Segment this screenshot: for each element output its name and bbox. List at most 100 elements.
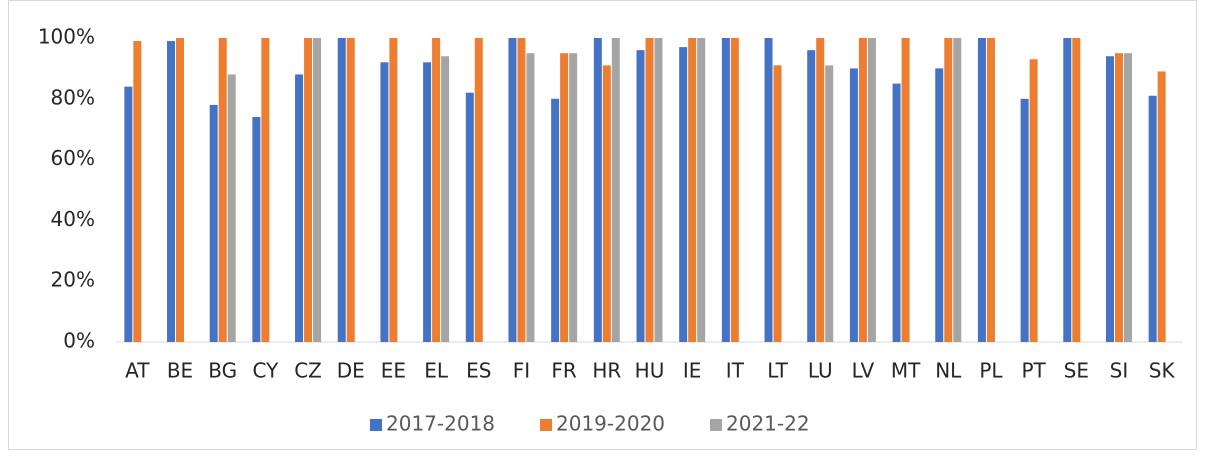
legend-swatch <box>710 419 722 431</box>
x-tick-label: DE <box>337 359 365 383</box>
bar <box>1029 59 1038 342</box>
bar <box>816 38 825 342</box>
bar <box>560 53 569 342</box>
x-tick-label: FI <box>513 359 530 383</box>
legend-label: 2019-2020 <box>556 412 665 436</box>
y-tick-label: 80% <box>51 85 95 109</box>
bar <box>526 53 535 342</box>
bar <box>1072 38 1081 342</box>
bar <box>697 38 706 342</box>
bar <box>849 68 858 343</box>
x-tick-label: LT <box>767 359 788 383</box>
x-tick-label: SI <box>1110 359 1129 383</box>
bar <box>261 38 270 342</box>
bar <box>602 65 611 343</box>
bar <box>124 86 133 342</box>
bar <box>1105 56 1114 343</box>
bar <box>935 68 944 343</box>
bar <box>218 38 227 342</box>
bar <box>654 38 663 342</box>
legend-label: 2017-2018 <box>386 412 495 436</box>
x-tick-label: IE <box>683 359 702 383</box>
x-tick-label: MT <box>891 359 921 383</box>
x-tick-label: PT <box>1021 359 1046 383</box>
bar <box>636 50 645 342</box>
bar <box>688 38 697 342</box>
bar <box>423 62 432 342</box>
bar <box>337 38 346 342</box>
bar <box>227 74 236 342</box>
x-tick-label: BG <box>208 359 237 383</box>
y-tick-label: 20% <box>51 268 95 292</box>
x-tick-label: BE <box>167 359 193 383</box>
x-tick-label: FR <box>551 359 577 383</box>
x-tick-label: CY <box>252 359 279 383</box>
bar <box>944 38 953 342</box>
x-tick-label: PL <box>979 359 1003 383</box>
bar <box>517 38 526 342</box>
bar <box>764 38 773 342</box>
x-tick-label: SK <box>1149 359 1176 383</box>
y-tick-label: 40% <box>51 207 95 231</box>
bar <box>209 104 218 342</box>
bar <box>508 38 517 342</box>
bar <box>645 38 654 342</box>
bar <box>867 38 876 342</box>
x-tick-label: CZ <box>294 359 322 383</box>
bar <box>474 38 483 342</box>
x-tick-label: LV <box>852 359 875 383</box>
bar <box>441 56 450 343</box>
bar <box>679 47 688 343</box>
bar <box>721 38 730 342</box>
bar <box>295 74 304 342</box>
x-tick-label: HR <box>592 359 621 383</box>
x-tick-label: HU <box>635 359 665 383</box>
x-tick-label: NL <box>935 359 962 383</box>
bar <box>176 38 185 342</box>
bar <box>1123 53 1132 342</box>
bar <box>133 41 142 342</box>
y-tick-label: 0% <box>63 329 95 353</box>
bar <box>611 38 620 342</box>
x-tick-label: EE <box>381 359 406 383</box>
x-tick-label: SE <box>1064 359 1089 383</box>
legend-swatch <box>540 419 552 431</box>
bar <box>346 38 355 342</box>
bar <box>901 38 910 342</box>
bar <box>986 38 995 342</box>
bar <box>825 65 834 343</box>
x-tick-label: IT <box>726 359 745 383</box>
bar <box>167 41 176 342</box>
bar <box>432 38 441 342</box>
bar <box>304 38 313 342</box>
bar <box>551 98 560 342</box>
x-tick-label: EL <box>424 359 449 383</box>
bar <box>1020 98 1029 342</box>
bar <box>1148 95 1157 342</box>
bar <box>252 117 261 342</box>
bar <box>1157 71 1166 342</box>
bar <box>858 38 867 342</box>
bar <box>593 38 602 342</box>
y-tick-label: 60% <box>51 146 95 170</box>
x-tick-label: ES <box>466 359 491 383</box>
bar <box>313 38 322 342</box>
bar <box>730 38 739 342</box>
bar <box>380 62 389 342</box>
legend-swatch <box>370 419 382 431</box>
bar <box>953 38 962 342</box>
bar <box>569 53 578 342</box>
bar <box>1063 38 1072 342</box>
bar <box>1114 53 1123 342</box>
bar <box>465 92 474 342</box>
bar <box>892 83 901 342</box>
bar <box>389 38 398 342</box>
bar <box>977 38 986 342</box>
y-tick-label: 100% <box>38 25 95 49</box>
legend-label: 2021-22 <box>726 412 810 436</box>
bar <box>773 65 782 343</box>
bar <box>807 50 816 342</box>
x-tick-label: AT <box>125 359 150 383</box>
chart-border <box>8 0 1197 450</box>
